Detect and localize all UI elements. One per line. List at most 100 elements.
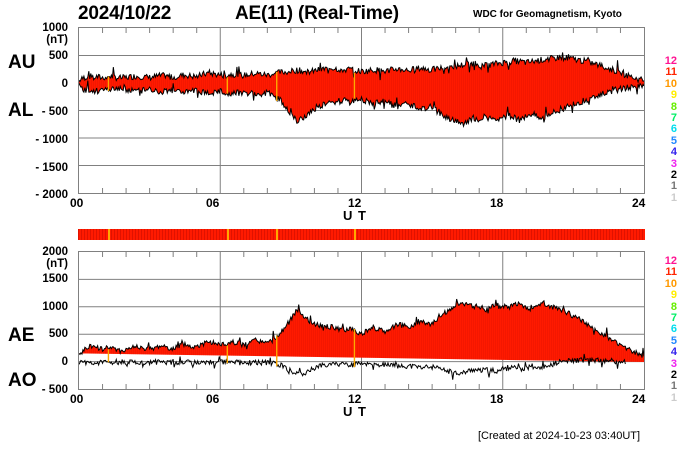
legend-level-12: 12 — [664, 55, 677, 67]
legend-level-3: 3 — [670, 357, 677, 370]
legend-level-8: 8 — [670, 300, 677, 313]
legend-level-8: 8 — [670, 100, 677, 113]
activity-bar-tick — [180, 229, 181, 240]
y-tick-label-bot-4: 0 — [61, 356, 68, 368]
activity-bar-tick — [600, 229, 601, 240]
activity-bar-tick — [141, 229, 142, 240]
activity-bar-tick — [513, 229, 514, 240]
activity-bar-tick — [372, 229, 373, 240]
legend-level-2: 2 — [670, 368, 677, 381]
y-tick-label-bot-5: - 500 — [41, 384, 68, 396]
activity-bar-tick — [537, 229, 538, 240]
activity-bar-tick — [471, 229, 472, 240]
legend-level-12: 12 — [664, 255, 677, 267]
activity-bar-tick — [489, 229, 490, 240]
y-tick-label-top-5: - 1500 — [35, 162, 68, 174]
activity-bar-tick — [333, 229, 334, 240]
activity-bar-tick — [510, 229, 511, 240]
activity-bar-tick — [420, 229, 421, 240]
legend-level-7: 7 — [670, 111, 677, 124]
activity-bar-tick — [135, 229, 136, 240]
activity-bar-tick — [597, 229, 598, 240]
activity-bar-tick — [627, 229, 628, 240]
activity-bar-tick — [621, 229, 622, 240]
activity-bar-tick — [438, 229, 439, 240]
activity-bar-tick — [123, 229, 124, 240]
ae-ao-plot-svg — [79, 252, 644, 389]
activity-bar-tick — [99, 229, 100, 240]
activity-bar-tick — [516, 229, 517, 240]
activity-bar-tick — [624, 229, 625, 240]
activity-bar-tick — [549, 229, 550, 240]
y-tick-label-top-1: 500 — [48, 50, 68, 62]
activity-bar-tick — [486, 229, 487, 240]
activity-bar-tick — [243, 229, 244, 240]
activity-bar-tick — [579, 229, 580, 240]
activity-bar-tick — [255, 229, 256, 240]
activity-bar-tick — [249, 229, 250, 240]
activity-bar-tick — [567, 229, 568, 240]
activity-bar-tick — [465, 229, 466, 240]
y-tick-label-top-0: 1000 — [42, 22, 68, 34]
activity-bar-tick — [639, 229, 640, 240]
activity-bar-tick — [396, 229, 397, 240]
activity-bar-tick — [150, 229, 151, 240]
activity-bar-tick — [384, 229, 385, 240]
activity-bar-tick — [192, 229, 193, 240]
activity-bar-tick — [555, 229, 556, 240]
color-scale-legend-bottom: 12 11 10 9 8 7 6 5 4 3 2 1 1 — [655, 255, 677, 404]
page-title-date: 2024/10/22 — [78, 3, 172, 24]
x-tick-label-top-1: 06 — [206, 196, 220, 210]
activity-bar-marker — [354, 229, 357, 240]
activity-bar-tick — [411, 229, 412, 240]
activity-bar-tick — [618, 229, 619, 240]
activity-bar-tick — [195, 229, 196, 240]
activity-bar-tick — [282, 229, 283, 240]
activity-bar-tick — [417, 229, 418, 240]
legend-level-10: 10 — [664, 77, 677, 90]
y-tick-label-bot-2: 1000 — [42, 301, 68, 313]
activity-bar-tick — [543, 229, 544, 240]
x-tick-label-top-4: 24 — [632, 196, 646, 210]
legend-level-10: 10 — [664, 277, 677, 290]
x-axis-title-top: U T — [343, 208, 367, 223]
series-label-au: AU — [8, 52, 36, 73]
legend-level-3: 3 — [670, 157, 677, 170]
activity-bar-tick — [177, 229, 178, 240]
activity-bar-tick — [351, 229, 352, 240]
legend-level-6: 6 — [670, 323, 677, 336]
y-tick-label-bot-0: 2000 — [42, 246, 68, 258]
y-tick-label-bot-3: 500 — [48, 328, 68, 340]
activity-bar-tick — [447, 229, 448, 240]
activity-bar-tick — [528, 229, 529, 240]
activity-bar-tick — [636, 229, 637, 240]
activity-bar-tick — [558, 229, 559, 240]
activity-bar-tick — [633, 229, 634, 240]
activity-bar-tick — [399, 229, 400, 240]
x-tick-label-bot-0: 00 — [70, 392, 84, 406]
legend-level-4: 4 — [670, 346, 677, 359]
activity-bar-tick — [231, 229, 232, 240]
activity-bar-tick — [240, 229, 241, 240]
activity-bar-tick — [270, 229, 271, 240]
activity-bar-tick — [456, 229, 457, 240]
activity-bar-tick — [207, 229, 208, 240]
activity-bar-tick — [294, 229, 295, 240]
activity-level-bar — [78, 229, 645, 240]
activity-bar-tick — [153, 229, 154, 240]
activity-bar-tick — [366, 229, 367, 240]
activity-bar-tick — [147, 229, 148, 240]
x-tick-label-bot-4: 24 — [632, 392, 646, 406]
activity-bar-tick — [261, 229, 262, 240]
activity-bar-tick — [570, 229, 571, 240]
color-scale-legend-top: 12 11 10 9 8 7 6 5 4 3 2 1 1 — [655, 55, 677, 204]
y-tick-label-top-4: - 1000 — [35, 134, 68, 146]
activity-bar-tick — [186, 229, 187, 240]
activity-bar-tick — [183, 229, 184, 240]
activity-bar-tick — [381, 229, 382, 240]
activity-bar-tick — [162, 229, 163, 240]
y-axis-unit-top: (nT) — [46, 34, 68, 46]
x-tick-label-bot-3: 18 — [490, 392, 504, 406]
y-tick-label-top-3: - 500 — [41, 106, 68, 118]
activity-bar-tick — [345, 229, 346, 240]
